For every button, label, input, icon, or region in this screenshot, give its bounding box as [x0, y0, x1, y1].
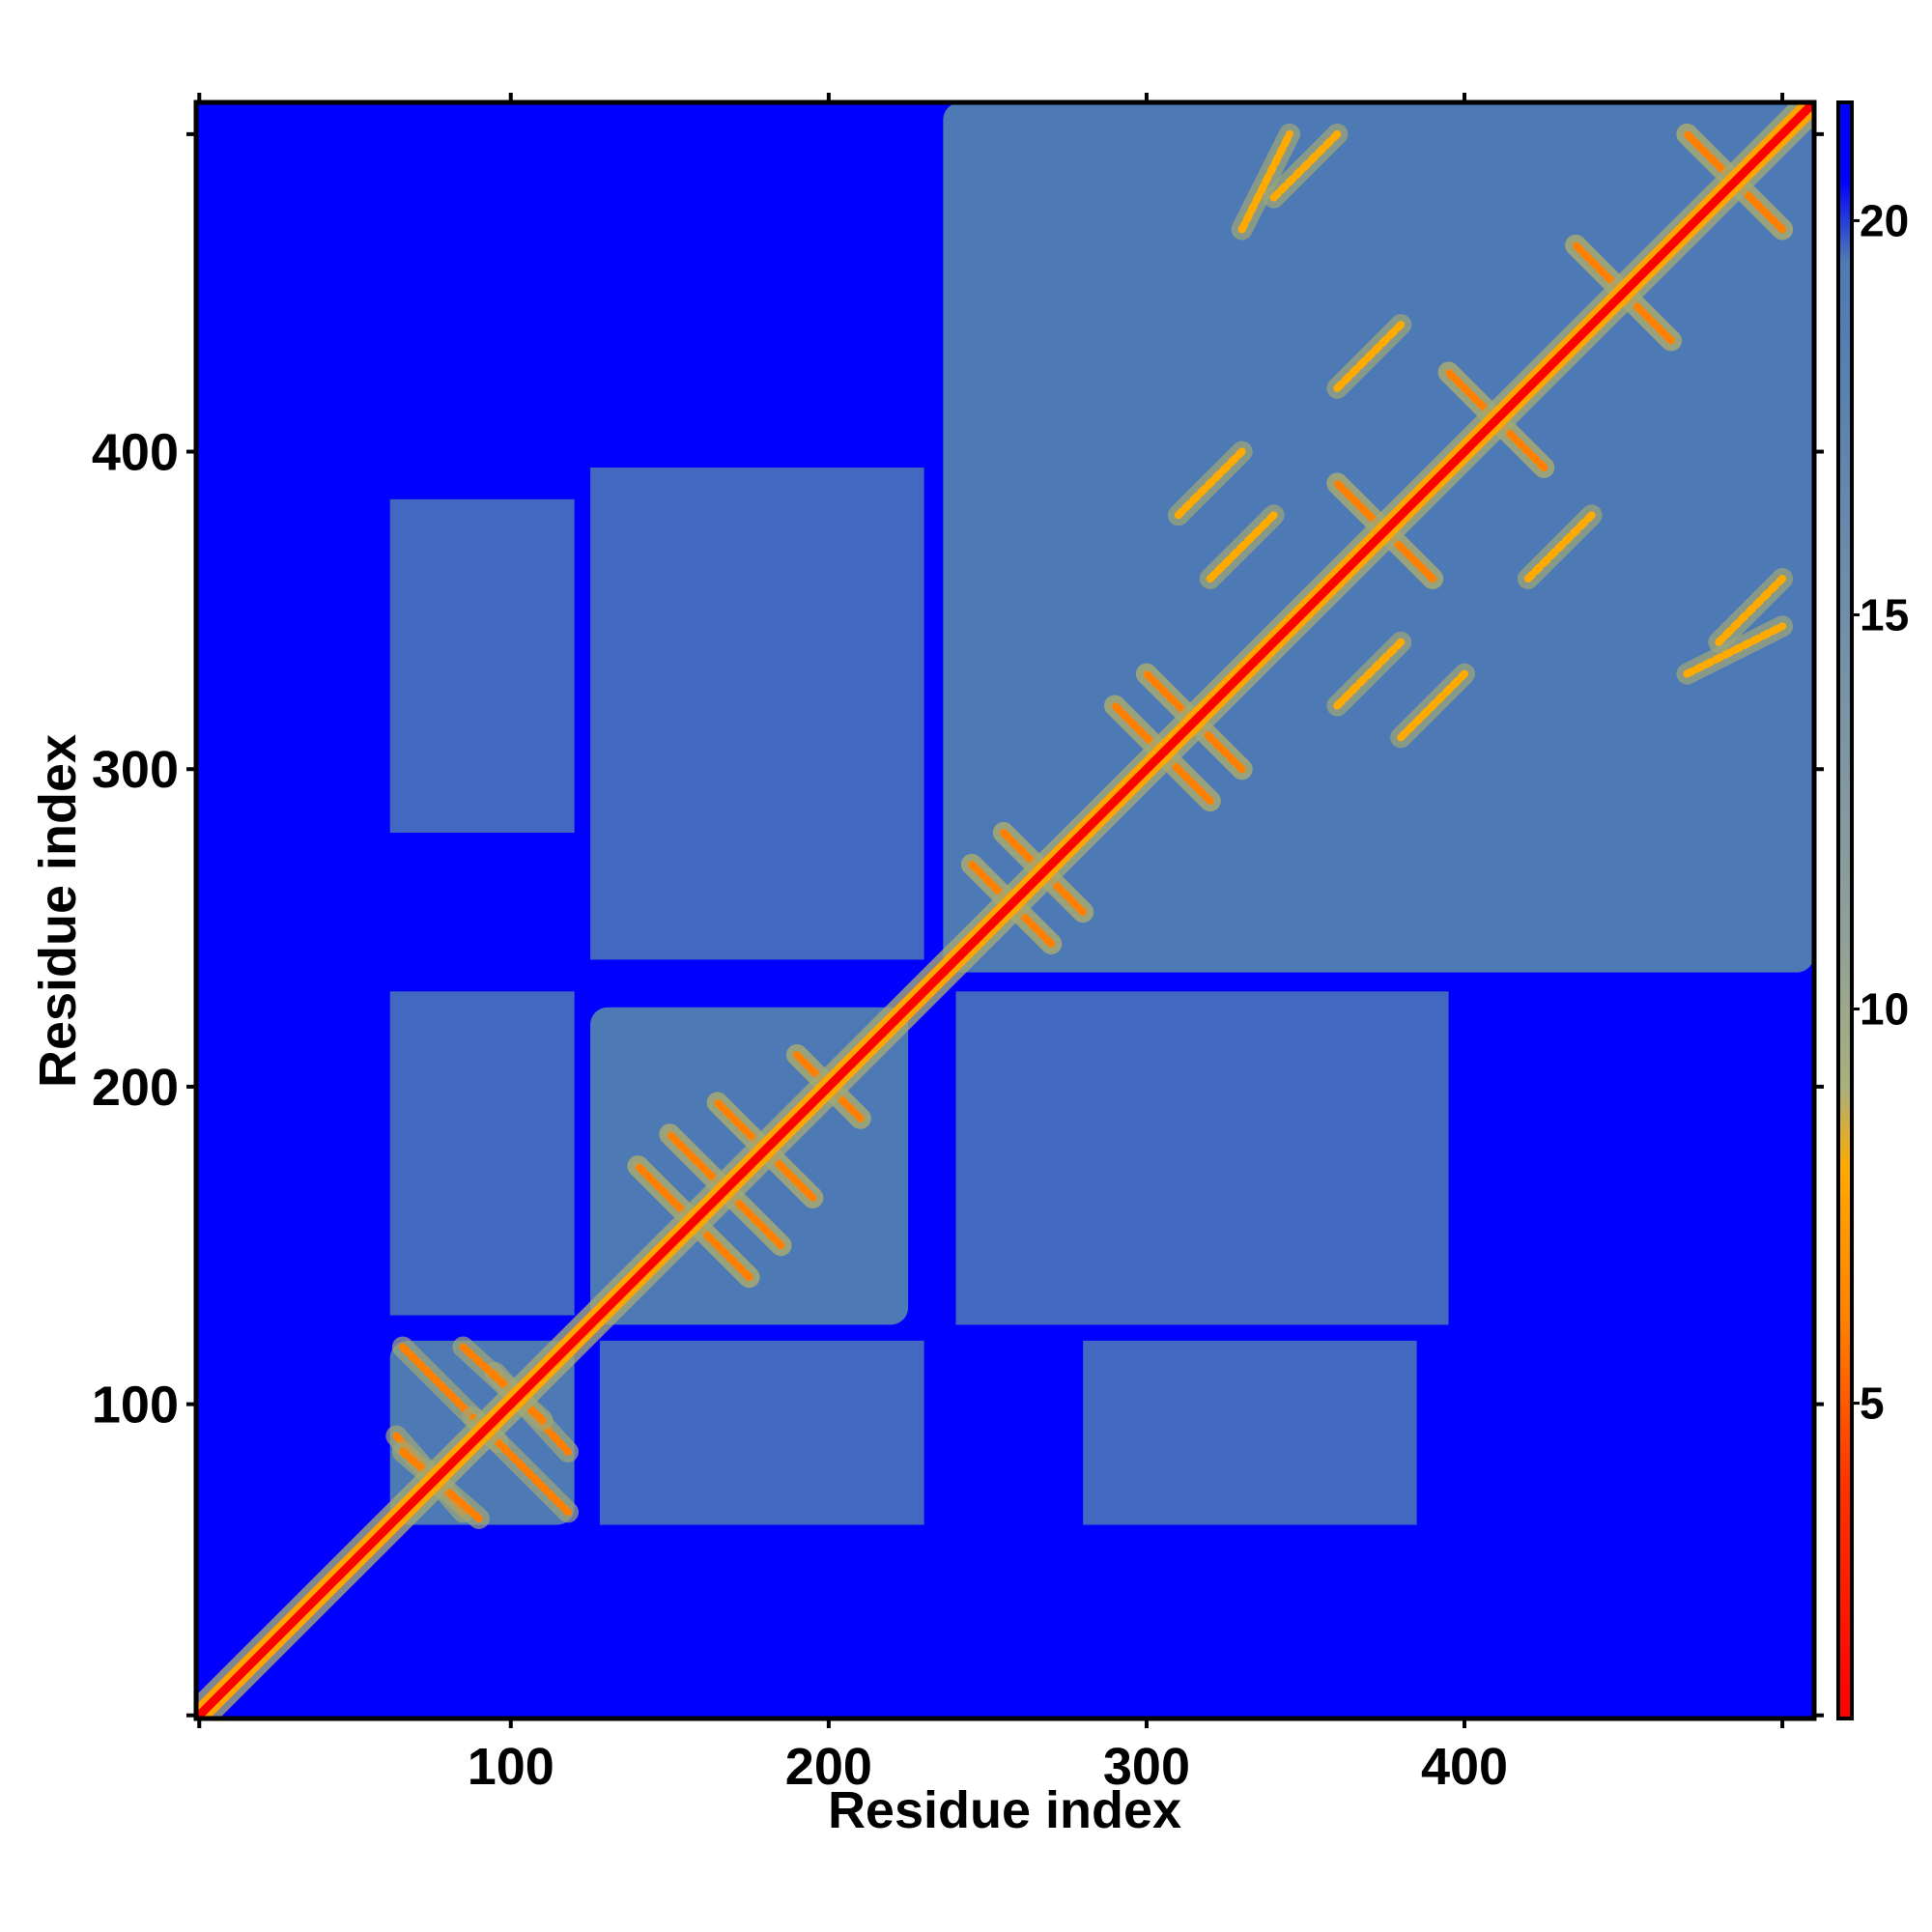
y-tick-label-300: 300 [92, 741, 179, 799]
contact-strip-17-1 [1333, 321, 1406, 392]
inter-domain-patch-2-1 [389, 498, 575, 833]
inter-domain-patch-1-1 [590, 467, 924, 960]
contact-strip-19-0 [1715, 575, 1787, 646]
plot-frame [193, 99, 1817, 1721]
contact-strip-15-0 [1237, 129, 1294, 234]
colorbar-tick-label-15: 15 [1860, 589, 1909, 639]
y-tick-label-200: 200 [92, 1059, 179, 1117]
y-tick-label-400: 400 [92, 424, 179, 482]
y-axis-title: Residue index [29, 734, 87, 1088]
contact-strip-15-1 [1683, 622, 1787, 678]
x-tick-label-400: 400 [1421, 1738, 1508, 1796]
contact-strip-19-1 [1269, 129, 1342, 202]
inter-domain-patch-0-0 [599, 1340, 924, 1525]
axes: 100 200 300 400 100 200 300 400 [92, 93, 1824, 1796]
colorbar-tick-label-10: 10 [1860, 984, 1909, 1035]
colorbar-bar [1836, 100, 1854, 1720]
inter-domain-patch-2-0 [1083, 1340, 1417, 1525]
colorbar-tick-label-5: 5 [1860, 1378, 1885, 1429]
colorbar-tick-label-20: 20 [1860, 195, 1909, 245]
inter-domain-patch-1-0 [955, 991, 1449, 1325]
contact-strip-17-0 [1523, 511, 1596, 583]
contact-strip-16-0 [1397, 669, 1469, 742]
contact-strip-16-1 [1174, 447, 1246, 520]
inter-domain-patch-0-1 [389, 991, 575, 1316]
colorbar: 5 10 15 20 [1836, 100, 1909, 1720]
contact-strip-18-1 [1333, 638, 1406, 710]
contact-strip-18-0 [1206, 511, 1278, 583]
x-tick-label-200: 200 [785, 1738, 872, 1796]
diagonal-line [196, 102, 1814, 1719]
x-axis-title: Residue index [828, 1781, 1181, 1839]
heatmap-cells [196, 102, 1814, 1719]
x-tick-label-300: 300 [1103, 1738, 1190, 1796]
y-tick-label-100: 100 [92, 1377, 179, 1435]
x-tick-label-100: 100 [468, 1738, 554, 1796]
